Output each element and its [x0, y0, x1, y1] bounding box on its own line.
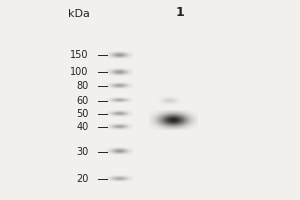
Text: 150: 150 [70, 50, 88, 60]
Text: 20: 20 [76, 174, 88, 184]
Text: kDa: kDa [68, 9, 90, 19]
Text: 80: 80 [76, 81, 88, 91]
Text: 60: 60 [76, 96, 88, 106]
Text: 30: 30 [76, 147, 88, 157]
Text: 40: 40 [76, 122, 88, 132]
Text: 50: 50 [76, 109, 88, 119]
Text: 1: 1 [176, 5, 184, 19]
Text: 100: 100 [70, 67, 88, 77]
